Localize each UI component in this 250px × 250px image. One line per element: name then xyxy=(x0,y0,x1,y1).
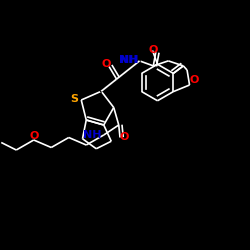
Text: O: O xyxy=(29,131,38,141)
Text: O: O xyxy=(190,75,199,85)
Text: S: S xyxy=(70,94,78,104)
Text: NH: NH xyxy=(120,54,138,64)
Text: O: O xyxy=(102,59,111,69)
Text: O: O xyxy=(119,132,128,142)
Text: O: O xyxy=(148,44,158,54)
Text: NH: NH xyxy=(118,54,137,64)
Text: NH: NH xyxy=(83,130,101,140)
